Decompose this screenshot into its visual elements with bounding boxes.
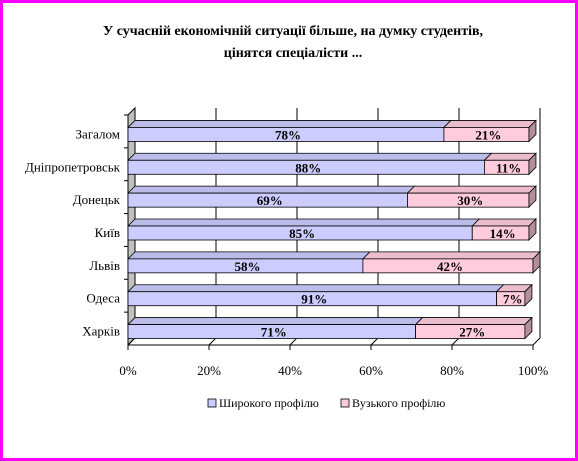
floor-gridline bbox=[208, 337, 217, 346]
bar-segment-top bbox=[442, 120, 537, 128]
x-tick-label: 60% bbox=[359, 363, 383, 378]
data-label: 14% bbox=[490, 226, 516, 241]
category-label: Одеса bbox=[86, 291, 120, 306]
x-tick-label: 80% bbox=[440, 363, 464, 378]
bar-segment-side bbox=[532, 250, 541, 274]
chart-title: У сучасній економічній ситуації більше, … bbox=[43, 21, 543, 65]
x-tick-label: 100% bbox=[518, 363, 549, 378]
bar-segment-top bbox=[127, 218, 481, 227]
bar-segment-side bbox=[528, 185, 537, 209]
category-label: Львів bbox=[89, 258, 120, 273]
data-label: 85% bbox=[289, 226, 315, 241]
bar-segment-top bbox=[127, 317, 424, 325]
legend-label: Вузького профілю bbox=[352, 396, 445, 410]
legend-swatch bbox=[207, 398, 217, 408]
data-label: 58% bbox=[234, 259, 260, 274]
data-label: 88% bbox=[295, 160, 321, 175]
x-tick-label: 0% bbox=[119, 363, 137, 378]
data-label: 27% bbox=[459, 325, 485, 340]
category-label: Донецьк bbox=[73, 192, 121, 207]
bar-segment-side bbox=[524, 283, 533, 307]
floor-gridline bbox=[451, 337, 460, 346]
bar-segment-side bbox=[524, 316, 533, 340]
floor-gridline bbox=[127, 337, 136, 346]
bar-segment-side bbox=[528, 218, 537, 241]
chart-title-line1: У сучасній економічній ситуації більше, … bbox=[102, 24, 484, 39]
category-label: Харків bbox=[82, 324, 120, 339]
bar-segment-top bbox=[414, 317, 533, 325]
bar-segment-top bbox=[127, 284, 505, 293]
floor-gridline bbox=[532, 337, 541, 346]
data-label: 42% bbox=[437, 259, 463, 274]
data-label: 21% bbox=[475, 127, 501, 142]
bar-segment-top bbox=[127, 152, 493, 161]
data-label: 7% bbox=[503, 292, 523, 307]
bar-segment-top bbox=[127, 120, 452, 128]
data-label: 71% bbox=[261, 325, 287, 340]
category-label: Загалом bbox=[76, 126, 120, 141]
bar-segment-top bbox=[483, 152, 537, 161]
bar-segment-top bbox=[406, 185, 537, 194]
data-label: 91% bbox=[301, 292, 327, 307]
bar-segment-top bbox=[127, 251, 371, 260]
x-tick-label: 40% bbox=[278, 363, 302, 378]
bar-segment-top bbox=[361, 251, 541, 260]
bar-segment-top bbox=[471, 218, 537, 227]
floor-gridline bbox=[370, 337, 379, 346]
bar-segment-side bbox=[528, 119, 537, 143]
bar-segment-top bbox=[127, 185, 416, 194]
category-label: Київ bbox=[95, 225, 120, 240]
data-label: 30% bbox=[457, 193, 483, 208]
chart-title-line2: цінятся спеціалісти ... bbox=[223, 46, 363, 61]
legend-label: Широкого профілю bbox=[219, 396, 319, 410]
legend-swatch bbox=[340, 398, 350, 408]
floor-gridline bbox=[289, 337, 298, 346]
data-label: 11% bbox=[496, 160, 521, 175]
bar-segment-side bbox=[528, 152, 537, 176]
data-label: 78% bbox=[275, 127, 301, 142]
data-label: 69% bbox=[257, 193, 283, 208]
category-label: Дніпропетровськ bbox=[25, 159, 121, 174]
x-tick-label: 20% bbox=[197, 363, 221, 378]
